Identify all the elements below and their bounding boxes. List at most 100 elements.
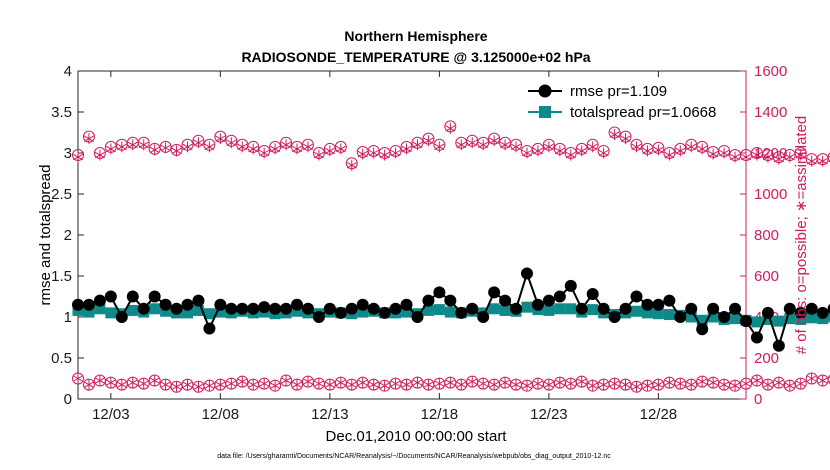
totalspread-point bbox=[444, 306, 456, 318]
obs_assimilated-point bbox=[215, 133, 226, 145]
obs_assimilated_low-point bbox=[346, 379, 357, 391]
rmse-point bbox=[93, 294, 106, 307]
obs_assimilated-point bbox=[83, 133, 94, 145]
obs_assimilated_low-point bbox=[631, 381, 642, 393]
obs_assimilated_low-point bbox=[226, 378, 237, 390]
totalspread-point bbox=[806, 312, 818, 324]
obs_assimilated-point bbox=[193, 137, 204, 149]
obs_assimilated-point bbox=[270, 143, 281, 155]
obs_assimilated-point bbox=[631, 141, 642, 153]
rmse-point bbox=[510, 302, 523, 315]
rmse-point bbox=[82, 298, 95, 311]
obs_assimilated_low-point bbox=[237, 376, 248, 388]
obs_assimilated_low-point bbox=[94, 375, 105, 387]
rmse-point bbox=[312, 311, 325, 323]
rmse-point bbox=[586, 288, 599, 301]
rmse-point bbox=[258, 301, 271, 314]
rmse-point bbox=[72, 298, 84, 311]
obs_assimilated-point bbox=[281, 139, 292, 151]
obs_assimilated-point bbox=[445, 122, 456, 134]
obs_assimilated-point bbox=[291, 143, 303, 155]
obs_assimilated_low-point bbox=[215, 379, 226, 391]
obs_assimilated-point bbox=[368, 147, 379, 159]
obs_assimilated_low-point bbox=[171, 381, 182, 393]
rmse-point bbox=[389, 302, 402, 315]
rmse-point bbox=[104, 290, 117, 303]
totalspread-point bbox=[587, 304, 599, 316]
obs_assimilated_low-point bbox=[193, 381, 204, 393]
obs_assimilated-point bbox=[105, 143, 116, 155]
obs_assimilated_low-point bbox=[532, 378, 543, 390]
obs_assimilated_low-point bbox=[390, 378, 401, 390]
obs_assimilated-point bbox=[795, 149, 806, 161]
obs_assimilated_low-point bbox=[105, 377, 116, 389]
obs_assimilated-point bbox=[237, 141, 248, 153]
totalspread-point bbox=[160, 305, 172, 317]
obs_assimilated_low-point bbox=[576, 376, 587, 388]
totalspread-point bbox=[127, 304, 139, 316]
obs_assimilated_low-point bbox=[719, 379, 730, 391]
rmse-point bbox=[488, 286, 501, 299]
totalspread-point bbox=[149, 303, 161, 315]
totalspread-point bbox=[751, 316, 763, 328]
rmse-point bbox=[718, 311, 731, 323]
obs-count-series bbox=[72, 120, 830, 393]
totalspread-point bbox=[499, 304, 511, 316]
rmse-point bbox=[367, 302, 380, 315]
obs_assimilated-point bbox=[226, 137, 237, 149]
obs_assimilated_low-point bbox=[697, 376, 708, 388]
rmse-point bbox=[663, 294, 676, 307]
rmse-point bbox=[291, 298, 304, 311]
x-axis-label: Dec.01,2010 00:00:00 start bbox=[326, 428, 508, 445]
chart-title-line2: RADIOSONDE_TEMPERATURE @ 3.125000e+02 hP… bbox=[241, 49, 590, 65]
obs_assimilated-point bbox=[609, 129, 620, 141]
legend-rmse-marker bbox=[538, 84, 552, 98]
obs_assimilated_low-point bbox=[817, 375, 828, 387]
rmse-point bbox=[827, 304, 830, 314]
y-left-tick-label: 3 bbox=[64, 145, 72, 162]
rmse-point bbox=[148, 290, 161, 303]
obs_assimilated-point bbox=[730, 151, 741, 163]
totalspread-point bbox=[401, 306, 413, 318]
obs_assimilated_low-point bbox=[521, 380, 533, 392]
obs_assimilated_low-point bbox=[500, 377, 511, 389]
obs_assimilated_low-point bbox=[83, 379, 94, 391]
totalspread-point bbox=[652, 308, 664, 320]
obs_assimilated-point bbox=[500, 139, 511, 151]
obs_assimilated_low-point bbox=[313, 378, 324, 390]
rmse-point bbox=[761, 306, 774, 319]
obs_assimilated_low-point bbox=[740, 378, 752, 390]
obs_assimilated_low-point bbox=[543, 379, 554, 391]
obs_assimilated_low-point bbox=[751, 375, 762, 387]
obs_assimilated_low-point bbox=[182, 379, 193, 391]
rmse-point bbox=[531, 298, 544, 311]
rmse-point bbox=[214, 298, 227, 311]
y-left-tick-label: 0 bbox=[64, 391, 72, 408]
totalspread-point bbox=[203, 308, 215, 320]
obs_assimilated-point bbox=[554, 145, 565, 157]
obs_assimilated-point bbox=[510, 141, 522, 153]
obs_assimilated-point bbox=[664, 149, 675, 161]
obs_assimilated_low-point bbox=[281, 375, 292, 387]
legend-spread-marker bbox=[539, 106, 551, 118]
y-left-tick-label: 2.5 bbox=[51, 186, 72, 203]
y-right-tick-label: 1000 bbox=[754, 186, 787, 203]
rmse-series bbox=[72, 267, 830, 352]
obs_assimilated-point bbox=[302, 141, 314, 153]
obs_assimilated-point bbox=[762, 151, 773, 163]
obs_assimilated_low-point bbox=[620, 379, 631, 391]
obs_assimilated-point bbox=[259, 147, 270, 159]
rmse-point bbox=[520, 267, 533, 280]
obs_assimilated-point bbox=[521, 147, 533, 159]
totalspread-point bbox=[105, 307, 117, 319]
y-axis-left-label: rmse and totalspread bbox=[37, 165, 54, 306]
rmse-point bbox=[126, 290, 139, 303]
obs_assimilated-point bbox=[160, 142, 171, 154]
obs_assimilated-point bbox=[182, 141, 193, 153]
x-tick-label: 12/28 bbox=[640, 406, 678, 423]
obs_assimilated_low-point bbox=[708, 377, 719, 389]
totalspread-point bbox=[773, 315, 785, 327]
data-file-footnote: data file: /Users/gharamti/Documents/NCA… bbox=[217, 453, 611, 460]
rmse-point bbox=[674, 311, 687, 323]
obs_assimilated-point bbox=[708, 148, 719, 160]
